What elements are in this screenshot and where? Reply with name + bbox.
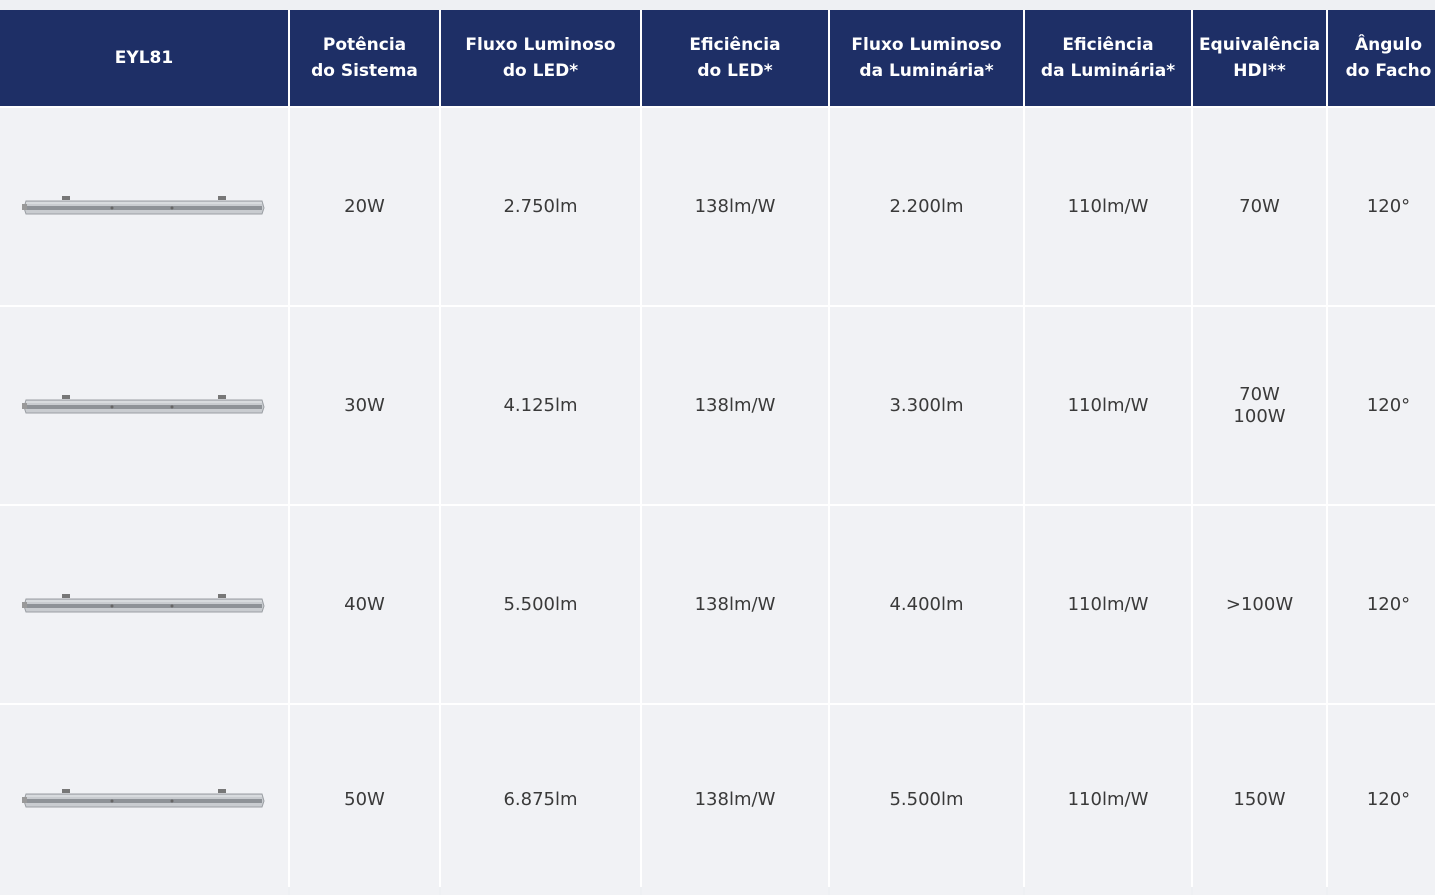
cell-text: 110lm/W (1068, 789, 1149, 811)
cell-text: 138lm/W (695, 196, 776, 218)
data-cell: 138lm/W (642, 705, 828, 895)
page: EYL81Potênciado SistemaFluxo Luminosodo … (0, 0, 1435, 887)
cell-line: >100W (1226, 594, 1293, 616)
data-cell: 150W (1193, 705, 1326, 895)
data-cell: 110lm/W (1025, 705, 1191, 895)
data-cell: 138lm/W (642, 506, 828, 703)
cell-text: 2.200lm (889, 196, 963, 218)
cell-line: Ângulo (1355, 32, 1422, 58)
cell-line: do Sistema (311, 58, 418, 84)
cell-line: do LED* (503, 58, 578, 84)
cell-text: 50W (344, 789, 385, 811)
cell-text: 5.500lm (503, 594, 577, 616)
product-cell (0, 705, 288, 895)
cell-text: 110lm/W (1068, 196, 1149, 218)
data-cell: 2.750lm (441, 108, 640, 305)
cell-line: 150W (1233, 789, 1285, 811)
data-cell: 5.500lm (830, 705, 1023, 895)
data-cell: >100W (1193, 506, 1326, 703)
data-cell: 40W (290, 506, 439, 703)
cell-text: 40W (344, 594, 385, 616)
data-cell: 6.875lm (441, 705, 640, 895)
cell-line: HDI** (1233, 58, 1285, 84)
cell-line: Fluxo Luminoso (851, 32, 1001, 58)
data-cell: 4.400lm (830, 506, 1023, 703)
cell-text: 138lm/W (695, 395, 776, 417)
cell-text: 2.750lm (503, 196, 577, 218)
data-cell: 110lm/W (1025, 506, 1191, 703)
data-cell: 110lm/W (1025, 108, 1191, 305)
cell-text: 110lm/W (1068, 395, 1149, 417)
cell-text: 120° (1367, 594, 1410, 616)
cell-line: do LED* (697, 58, 772, 84)
cell-text: 6.875lm (503, 789, 577, 811)
cell-line: 70W (1239, 196, 1280, 218)
cell-text: 110lm/W (1068, 594, 1149, 616)
cell-line: Equivalência (1199, 32, 1320, 58)
data-cell: 5.500lm (441, 506, 640, 703)
data-cell: 4.125lm (441, 307, 640, 504)
cell-text: 3.300lm (889, 395, 963, 417)
luminaire-image (22, 393, 266, 419)
cell-line: 100W (1233, 406, 1285, 428)
cell-text: 5.500lm (889, 789, 963, 811)
data-cell: 110lm/W (1025, 307, 1191, 504)
data-cell: 138lm/W (642, 108, 828, 305)
cell-line: da Luminária* (859, 58, 993, 84)
cell-line: da Luminária* (1041, 58, 1175, 84)
header-cell: EYL81 (0, 10, 288, 106)
data-cell: 70W (1193, 108, 1326, 305)
cell-text: 30W (344, 395, 385, 417)
luminaire-image (22, 194, 266, 220)
cell-line: do Facho (1346, 58, 1432, 84)
luminaire-image (22, 787, 266, 813)
cell-line: Potência (323, 32, 406, 58)
data-cell: 30W (290, 307, 439, 504)
data-cell: 120° (1328, 705, 1435, 895)
product-cell (0, 108, 288, 305)
data-cell: 120° (1328, 108, 1435, 305)
data-cell: 3.300lm (830, 307, 1023, 504)
product-cell (0, 506, 288, 703)
cell-text: 138lm/W (695, 594, 776, 616)
product-cell (0, 307, 288, 504)
data-cell: 120° (1328, 506, 1435, 703)
data-cell: 2.200lm (830, 108, 1023, 305)
cell-text: 4.400lm (889, 594, 963, 616)
cell-line: Fluxo Luminoso (465, 32, 615, 58)
cell-text: 120° (1367, 196, 1410, 218)
cell-line: Eficiência (689, 32, 780, 58)
cell-text: 20W (344, 196, 385, 218)
cell-text: 138lm/W (695, 789, 776, 811)
cell-line: 70W (1239, 384, 1280, 406)
data-cell: 20W (290, 108, 439, 305)
cell-text: 120° (1367, 789, 1410, 811)
cell-text: 4.125lm (503, 395, 577, 417)
data-cell: 50W (290, 705, 439, 895)
cell-text: 120° (1367, 395, 1410, 417)
luminaire-image (22, 592, 266, 618)
data-cell: 120° (1328, 307, 1435, 504)
data-cell: 138lm/W (642, 307, 828, 504)
cell-line: EYL81 (115, 45, 173, 71)
cell-line: Eficiência (1062, 32, 1153, 58)
